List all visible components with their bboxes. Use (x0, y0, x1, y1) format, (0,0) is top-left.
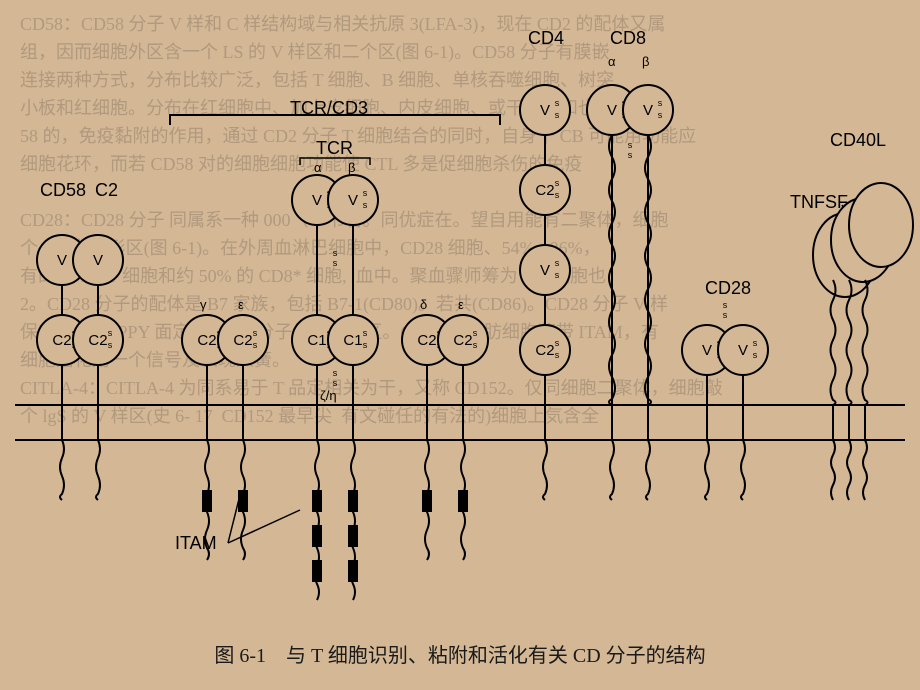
svg-text:s: s (363, 200, 368, 210)
svg-text:s: s (333, 248, 338, 258)
label-cd40l: CD40L (830, 130, 886, 151)
svg-text:V: V (738, 342, 748, 359)
label-delta: δ (420, 297, 427, 312)
svg-text:C1: C1 (307, 332, 326, 349)
label-epsilon-2: ε (458, 297, 464, 312)
svg-text:s: s (555, 258, 560, 268)
label-beta: β (348, 160, 355, 175)
label-cd58: CD58 (40, 180, 86, 201)
svg-text:s: s (473, 340, 478, 350)
label-tcr-cd3: TCR/CD3 (290, 98, 368, 119)
figure-caption: 图 6-1 与 T 细胞识别、粘附和活化有关 CD 分子的结构 (0, 639, 920, 668)
svg-text:s: s (658, 110, 663, 120)
label-itam: ITAM (175, 533, 217, 554)
svg-text:s: s (555, 178, 560, 188)
label-epsilon-1: ε (238, 297, 244, 312)
svg-text:C1: C1 (343, 332, 362, 349)
svg-text:C2: C2 (233, 332, 252, 349)
svg-text:s: s (363, 328, 368, 338)
label-gamma: γ (200, 297, 207, 312)
svg-text:V: V (540, 262, 550, 279)
svg-text:C2: C2 (453, 332, 472, 349)
svg-text:s: s (108, 340, 113, 350)
svg-text:s: s (555, 190, 560, 200)
diagram-svg: VC2ssVC2ssC2ssC2ssVssC1ssVssC1ssC2ssC2ss… (0, 0, 920, 690)
svg-text:s: s (253, 328, 258, 338)
label-tcr: TCR (316, 138, 353, 159)
svg-text:s: s (628, 140, 633, 150)
svg-text:s: s (333, 368, 338, 378)
svg-text:C2: C2 (88, 332, 107, 349)
svg-text:s: s (753, 350, 758, 360)
svg-text:C2: C2 (417, 332, 436, 349)
svg-text:s: s (555, 270, 560, 280)
svg-text:V: V (607, 102, 617, 119)
svg-text:s: s (363, 188, 368, 198)
svg-text:C2: C2 (535, 342, 554, 359)
svg-text:s: s (555, 98, 560, 108)
svg-text:s: s (555, 110, 560, 120)
svg-text:V: V (348, 192, 358, 209)
svg-text:C2: C2 (535, 182, 554, 199)
svg-text:V: V (702, 342, 712, 359)
svg-text:C2: C2 (197, 332, 216, 349)
label-cd8: CD8 (610, 28, 646, 49)
label-cd4: CD4 (528, 28, 564, 49)
svg-text:s: s (753, 338, 758, 348)
label-zeta-eta: ζ/η (320, 388, 337, 403)
svg-text:s: s (723, 300, 728, 310)
label-c2-top: C2 (95, 180, 118, 201)
label-cd28: CD28 (705, 278, 751, 299)
svg-text:s: s (723, 310, 728, 320)
svg-text:s: s (473, 328, 478, 338)
label-alpha: α (314, 160, 322, 175)
svg-text:V: V (643, 102, 653, 119)
label-cd8-alpha: α (608, 54, 616, 69)
svg-text:s: s (628, 150, 633, 160)
label-cd8-beta: β (642, 54, 649, 69)
svg-text:s: s (333, 258, 338, 268)
svg-text:s: s (363, 340, 368, 350)
svg-text:V: V (312, 192, 322, 209)
svg-text:V: V (540, 102, 550, 119)
svg-text:C2: C2 (52, 332, 71, 349)
svg-text:s: s (555, 338, 560, 348)
svg-text:s: s (555, 350, 560, 360)
svg-text:s: s (108, 328, 113, 338)
label-tnfsf: TNFSF (790, 192, 848, 213)
svg-text:s: s (658, 98, 663, 108)
svg-text:s: s (253, 340, 258, 350)
svg-text:V: V (57, 252, 67, 269)
svg-text:s: s (333, 378, 338, 388)
svg-text:V: V (93, 252, 103, 269)
